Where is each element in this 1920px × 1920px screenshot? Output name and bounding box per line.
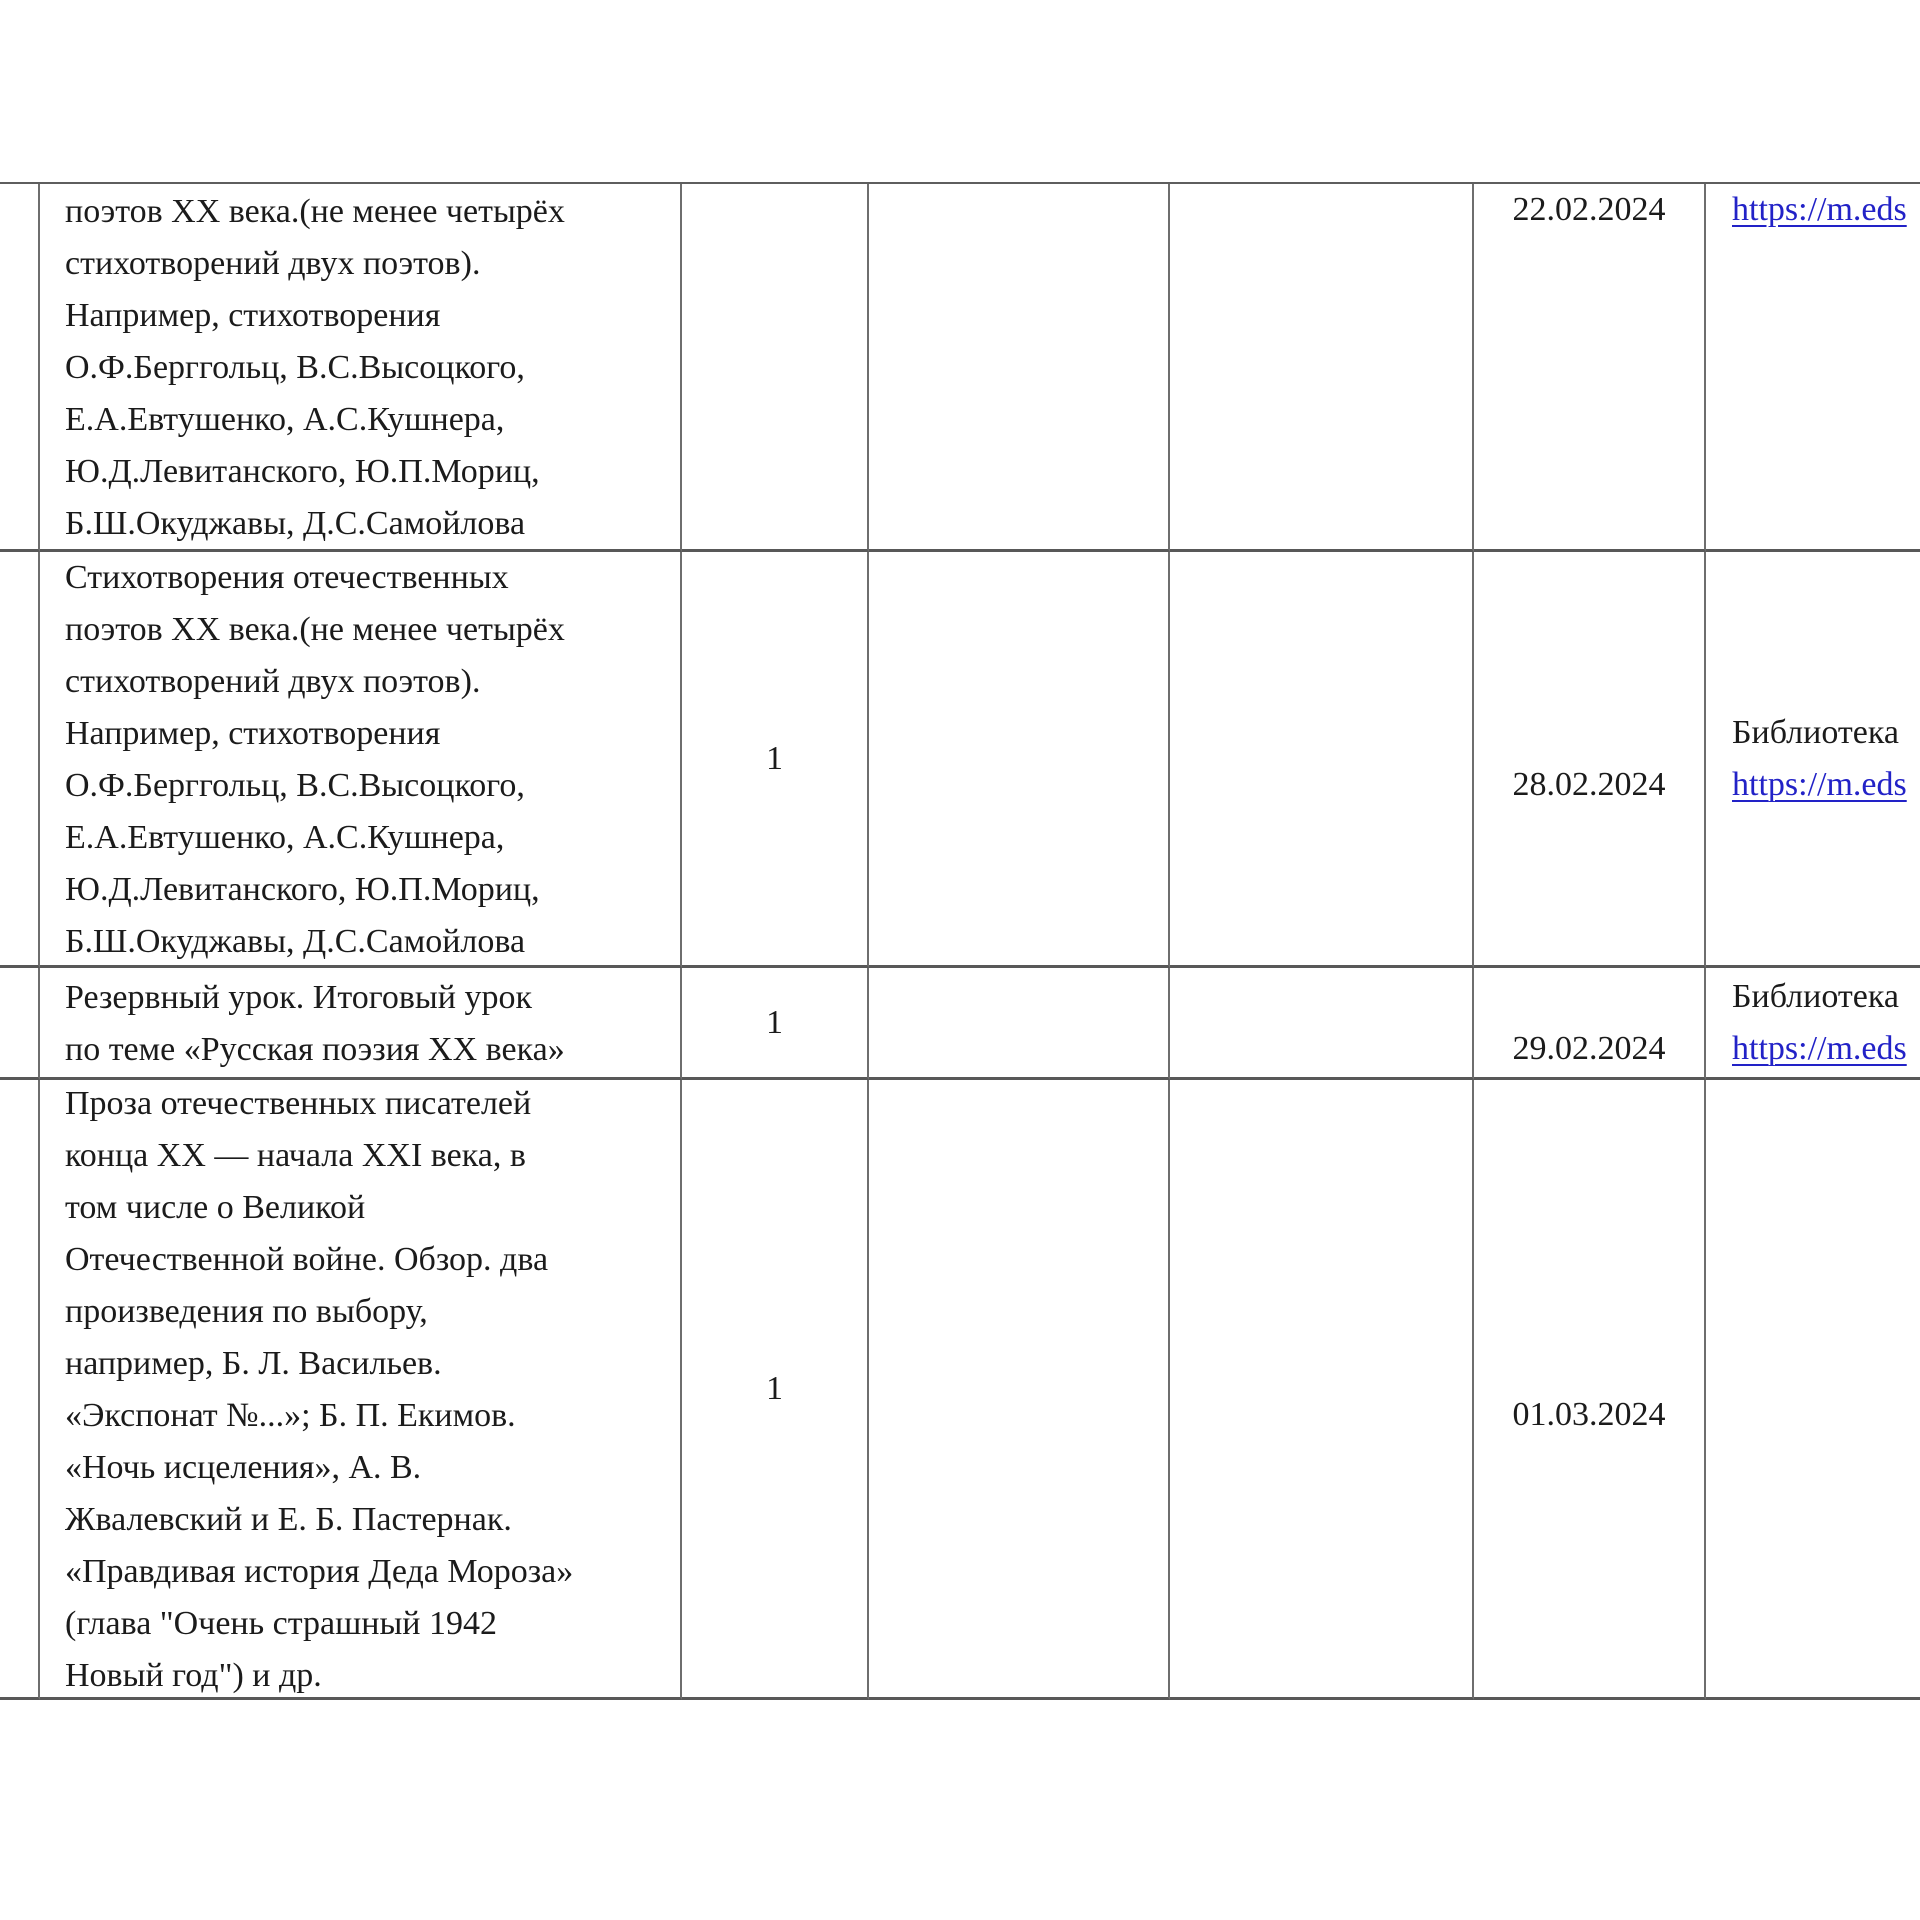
topic-text: Стихотворения отечественных поэтов XX век… [65, 552, 666, 965]
cell-row2-hours: 1 [682, 552, 869, 968]
topic-line: стихотворений двух поэтов). [65, 662, 481, 700]
topic-line: Отечественной войне. Обзор. два [65, 1240, 549, 1278]
topic-line: Стихотворения отечественных [65, 558, 509, 596]
topic-line: Новый год") и др. [65, 1656, 322, 1694]
topic-line: поэтов XX века.(не менее четырёх [65, 610, 565, 648]
topic-line: О.Ф.Берггольц, В.С.Высоцкого, [65, 766, 525, 804]
date-value: 01.03.2024 [1512, 1395, 1666, 1433]
cell-row1-extra2 [1170, 184, 1474, 552]
cell-row3-resources: Библиотека https://m.eds [1706, 968, 1920, 1080]
cell-row3-hours: 1 [682, 968, 869, 1080]
cell-row4-extra2 [1170, 1080, 1474, 1700]
hours-value: 1 [766, 1003, 783, 1041]
resource-link[interactable]: https://m.eds [1732, 191, 1907, 228]
cell-row3-date: 29.02.2024 [1474, 968, 1706, 1080]
topic-line: Проза отечественных писателей [65, 1084, 532, 1122]
cell-row2-topic: Стихотворения отечественных поэтов XX век… [40, 552, 682, 968]
cell-row1-date: 22.02.2024 [1474, 184, 1706, 552]
topic-line: Ю.Д.Левитанского, Ю.П.Мориц, [65, 453, 540, 490]
topic-line: поэтов XX века.(не менее четырёх [65, 193, 565, 230]
topic-line: Например, стихотворения [65, 714, 441, 752]
topic-line: Жвалевский и Е. Б. Пастернак. [65, 1500, 512, 1538]
date-value: 29.02.2024 [1512, 1029, 1666, 1067]
topic-line: произведения по выбору, [65, 1292, 428, 1330]
topic-line: Резервный урок. Итоговый урок [65, 978, 532, 1016]
cell-row2-extra1 [869, 552, 1170, 968]
cell-row4-hours: 1 [682, 1080, 869, 1700]
topic-text: поэтов XX века.(не менее четырёх стихотво… [65, 186, 666, 549]
cell-row3-topic: Резервный урок. Итоговый урок по теме «Ру… [40, 968, 682, 1080]
topic-line: стихотворений двух поэтов). [65, 245, 481, 282]
topic-line: например, Б. Л. Васильев. [65, 1344, 442, 1382]
topic-line: Ю.Д.Левитанского, Ю.П.Мориц, [65, 870, 540, 908]
topic-line: Е.А.Евтушенко, А.С.Кушнера, [65, 818, 505, 856]
cell-row4-topic: Проза отечественных писателей конца XX — … [40, 1080, 682, 1700]
cell-row3-extra1 [869, 968, 1170, 1080]
topic-line: конца XX — начала XXI века, в [65, 1136, 526, 1174]
cell-row4-resources [1706, 1080, 1920, 1700]
topic-line: (глава "Очень страшный 1942 [65, 1604, 497, 1642]
topic-text: Проза отечественных писателей конца XX — … [65, 1080, 666, 1697]
cell-row1-topic: поэтов XX века.(не менее четырёх стихотво… [40, 184, 682, 552]
cell-row1-hours [682, 184, 869, 552]
cell-row2-resources: Библиотека https://m.eds [1706, 552, 1920, 968]
topic-line: «Ночь исцеления», А. В. [65, 1448, 422, 1486]
topic-line: том числе о Великой [65, 1188, 366, 1226]
resource-label: Библиотека [1732, 977, 1899, 1015]
cell-row4-date: 01.03.2024 [1474, 1080, 1706, 1700]
cell-row1-stub [0, 184, 40, 552]
topic-line: О.Ф.Берггольц, В.С.Высоцкого, [65, 349, 525, 386]
cell-row2-extra2 [1170, 552, 1474, 968]
lesson-plan-table: поэтов XX века.(не менее четырёх стихотво… [0, 182, 1920, 1700]
resource-label: Библиотека [1732, 713, 1899, 751]
cell-row4-extra1 [869, 1080, 1170, 1700]
topic-line: «Правдивая история Деда Мороза» [65, 1552, 574, 1590]
cell-row3-stub [0, 968, 40, 1080]
topic-line: по теме «Русская поэзия XX века» [65, 1030, 565, 1068]
date-value: 22.02.2024 [1512, 191, 1666, 228]
topic-text: Резервный урок. Итоговый урок по теме «Ру… [65, 972, 666, 1076]
resource-link[interactable]: https://m.eds [1732, 1029, 1907, 1067]
hours-value: 1 [766, 1369, 783, 1407]
cell-row1-extra1 [869, 184, 1170, 552]
cell-row2-date: 28.02.2024 [1474, 552, 1706, 968]
date-value: 28.02.2024 [1512, 765, 1666, 803]
cell-row1-resources: https://m.eds [1706, 184, 1920, 552]
topic-line: Например, стихотворения [65, 297, 441, 334]
cell-row4-stub [0, 1080, 40, 1700]
topic-line: Б.Ш.Окуджавы, Д.С.Самойлова [65, 922, 526, 960]
topic-line: «Экспонат №...»; Б. П. Екимов. [65, 1396, 516, 1434]
cell-row2-stub [0, 552, 40, 968]
topic-line: Е.А.Евтушенко, А.С.Кушнера, [65, 401, 505, 438]
topic-line: Б.Ш.Окуджавы, Д.С.Самойлова [65, 505, 526, 542]
hours-value: 1 [766, 739, 783, 777]
resource-link[interactable]: https://m.eds [1732, 765, 1907, 803]
cell-row3-extra2 [1170, 968, 1474, 1080]
